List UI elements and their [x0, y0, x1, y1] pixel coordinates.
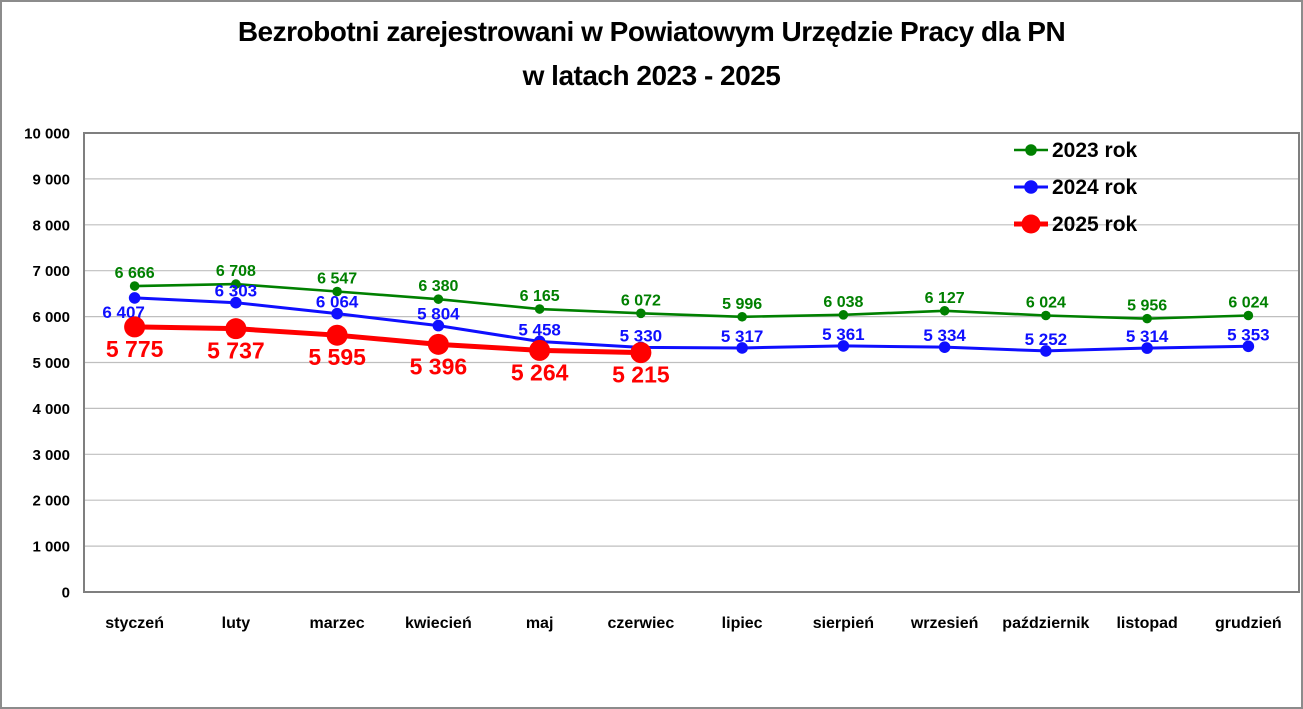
series-line-2023-rok [133, 282, 1250, 320]
legend-dot-marker [1024, 180, 1038, 194]
data-label: 5 956 [1127, 298, 1167, 315]
series-point-2024-rok [1141, 342, 1153, 354]
data-label: 5 330 [620, 326, 663, 345]
series-point-2024-rok [1242, 340, 1255, 353]
y-axis-label: 4 000 [32, 401, 70, 418]
x-axis-label: luty [222, 615, 251, 632]
x-axis-label: maj [526, 615, 554, 632]
data-label: 6 024 [1026, 294, 1066, 311]
series-point-2025-rok [326, 324, 348, 346]
y-axis-label: 7 000 [32, 263, 70, 280]
data-label: 6 127 [925, 290, 965, 307]
plot-border [83, 132, 1300, 593]
chart-title-line2: w latach 2023 - 2025 [522, 60, 781, 91]
series-point-2025-rok [427, 333, 449, 355]
series-point-2023-rok [433, 294, 444, 304]
series-line-2025-rok [132, 324, 644, 356]
y-axis-label: 2 000 [32, 493, 70, 510]
y-axis-label: 5 000 [32, 355, 70, 372]
series-point-2023-rok [1041, 310, 1051, 321]
data-label: 5 737 [207, 338, 265, 364]
series-point-2024-rok [736, 342, 748, 354]
y-axis-label: 3 000 [32, 447, 70, 464]
series-point-2023-rok [939, 305, 950, 316]
chart-title-line1: Bezrobotni zarejestrowani w Powiatowym U… [237, 16, 1066, 47]
data-label: 5 334 [923, 326, 966, 345]
legend-label: 2024 rok [1052, 176, 1138, 199]
x-axis-label: styczeń [105, 615, 164, 632]
series-point-2024-rok [1040, 345, 1052, 357]
data-label: 6 708 [216, 263, 256, 280]
series-point-2023-rok [1142, 313, 1152, 324]
series-point-2023-rok [838, 310, 849, 320]
series-point-2023-rok [129, 281, 140, 291]
data-label: 5 361 [822, 325, 865, 344]
series-point-2024-rok [938, 341, 951, 353]
data-label: 5 215 [612, 362, 670, 388]
series-point-2023-rok [737, 311, 747, 322]
series-point-2025-rok [630, 342, 652, 364]
series-point-2025-rok [529, 339, 551, 361]
x-axis-label: październik [1002, 615, 1089, 632]
chart-title: Bezrobotni zarejestrowani w Powiatowym U… [2, 10, 1301, 98]
y-axis-label: 8 000 [32, 217, 70, 234]
data-label: 5 252 [1025, 330, 1068, 349]
x-axis-label: wrzesień [910, 615, 979, 632]
legend-dot-marker [1025, 144, 1037, 156]
data-label: 5 775 [106, 336, 164, 362]
y-axis-label: 0 [62, 585, 70, 602]
data-label: 5 396 [410, 353, 468, 379]
x-axis-label: lipiec [722, 615, 763, 632]
data-label: 5 595 [308, 344, 366, 370]
data-label: 6 072 [621, 292, 661, 309]
data-label: 5 353 [1227, 325, 1270, 344]
data-label: 6 380 [418, 278, 458, 295]
x-axis-label: marzec [310, 615, 365, 632]
x-axis-label: listopad [1116, 615, 1177, 632]
data-label: 6 666 [115, 265, 155, 282]
data-label: 5 317 [721, 327, 764, 346]
series-point-2024-rok [230, 296, 242, 309]
series-point-2024-rok [432, 319, 445, 332]
data-label: 6 303 [215, 282, 258, 301]
series-point-2025-rok [225, 318, 247, 340]
data-label: 6 024 [1228, 294, 1268, 311]
legend-label: 2025 rok [1052, 213, 1138, 236]
series-point-2024-rok [331, 307, 343, 320]
data-label: 5 804 [417, 305, 460, 324]
series-point-2023-rok [231, 279, 241, 289]
series-point-2024-rok [128, 292, 141, 304]
x-axis-label: sierpień [813, 615, 874, 632]
data-label: 6 547 [317, 270, 357, 287]
x-axis-label: grudzień [1215, 615, 1282, 632]
data-label: 6 038 [823, 294, 863, 311]
y-axis-label: 1 000 [32, 539, 70, 556]
series-line-2024-rok [133, 296, 1250, 353]
y-axis-label: 10 000 [24, 126, 70, 143]
legend-label: 2023 rok [1052, 139, 1138, 162]
legend-dot-marker [1021, 214, 1041, 234]
series-point-2023-rok [636, 308, 646, 319]
x-axis-label: kwiecień [405, 615, 472, 632]
data-label: 5 996 [722, 296, 762, 313]
data-label: 5 264 [511, 359, 569, 385]
y-axis-label: 6 000 [32, 309, 70, 326]
data-label: 6 064 [316, 293, 359, 312]
series-point-2025-rok [124, 316, 146, 338]
series-point-2023-rok [534, 304, 545, 314]
x-axis-label: czerwiec [608, 615, 675, 632]
data-label: 5 458 [518, 320, 561, 339]
series-point-2023-rok [1243, 310, 1254, 321]
data-label: 5 314 [1126, 327, 1169, 346]
data-label: 6 165 [520, 288, 560, 305]
y-axis-label: 9 000 [32, 171, 70, 188]
series-point-2023-rok [332, 286, 342, 297]
series-point-2024-rok [837, 340, 850, 352]
